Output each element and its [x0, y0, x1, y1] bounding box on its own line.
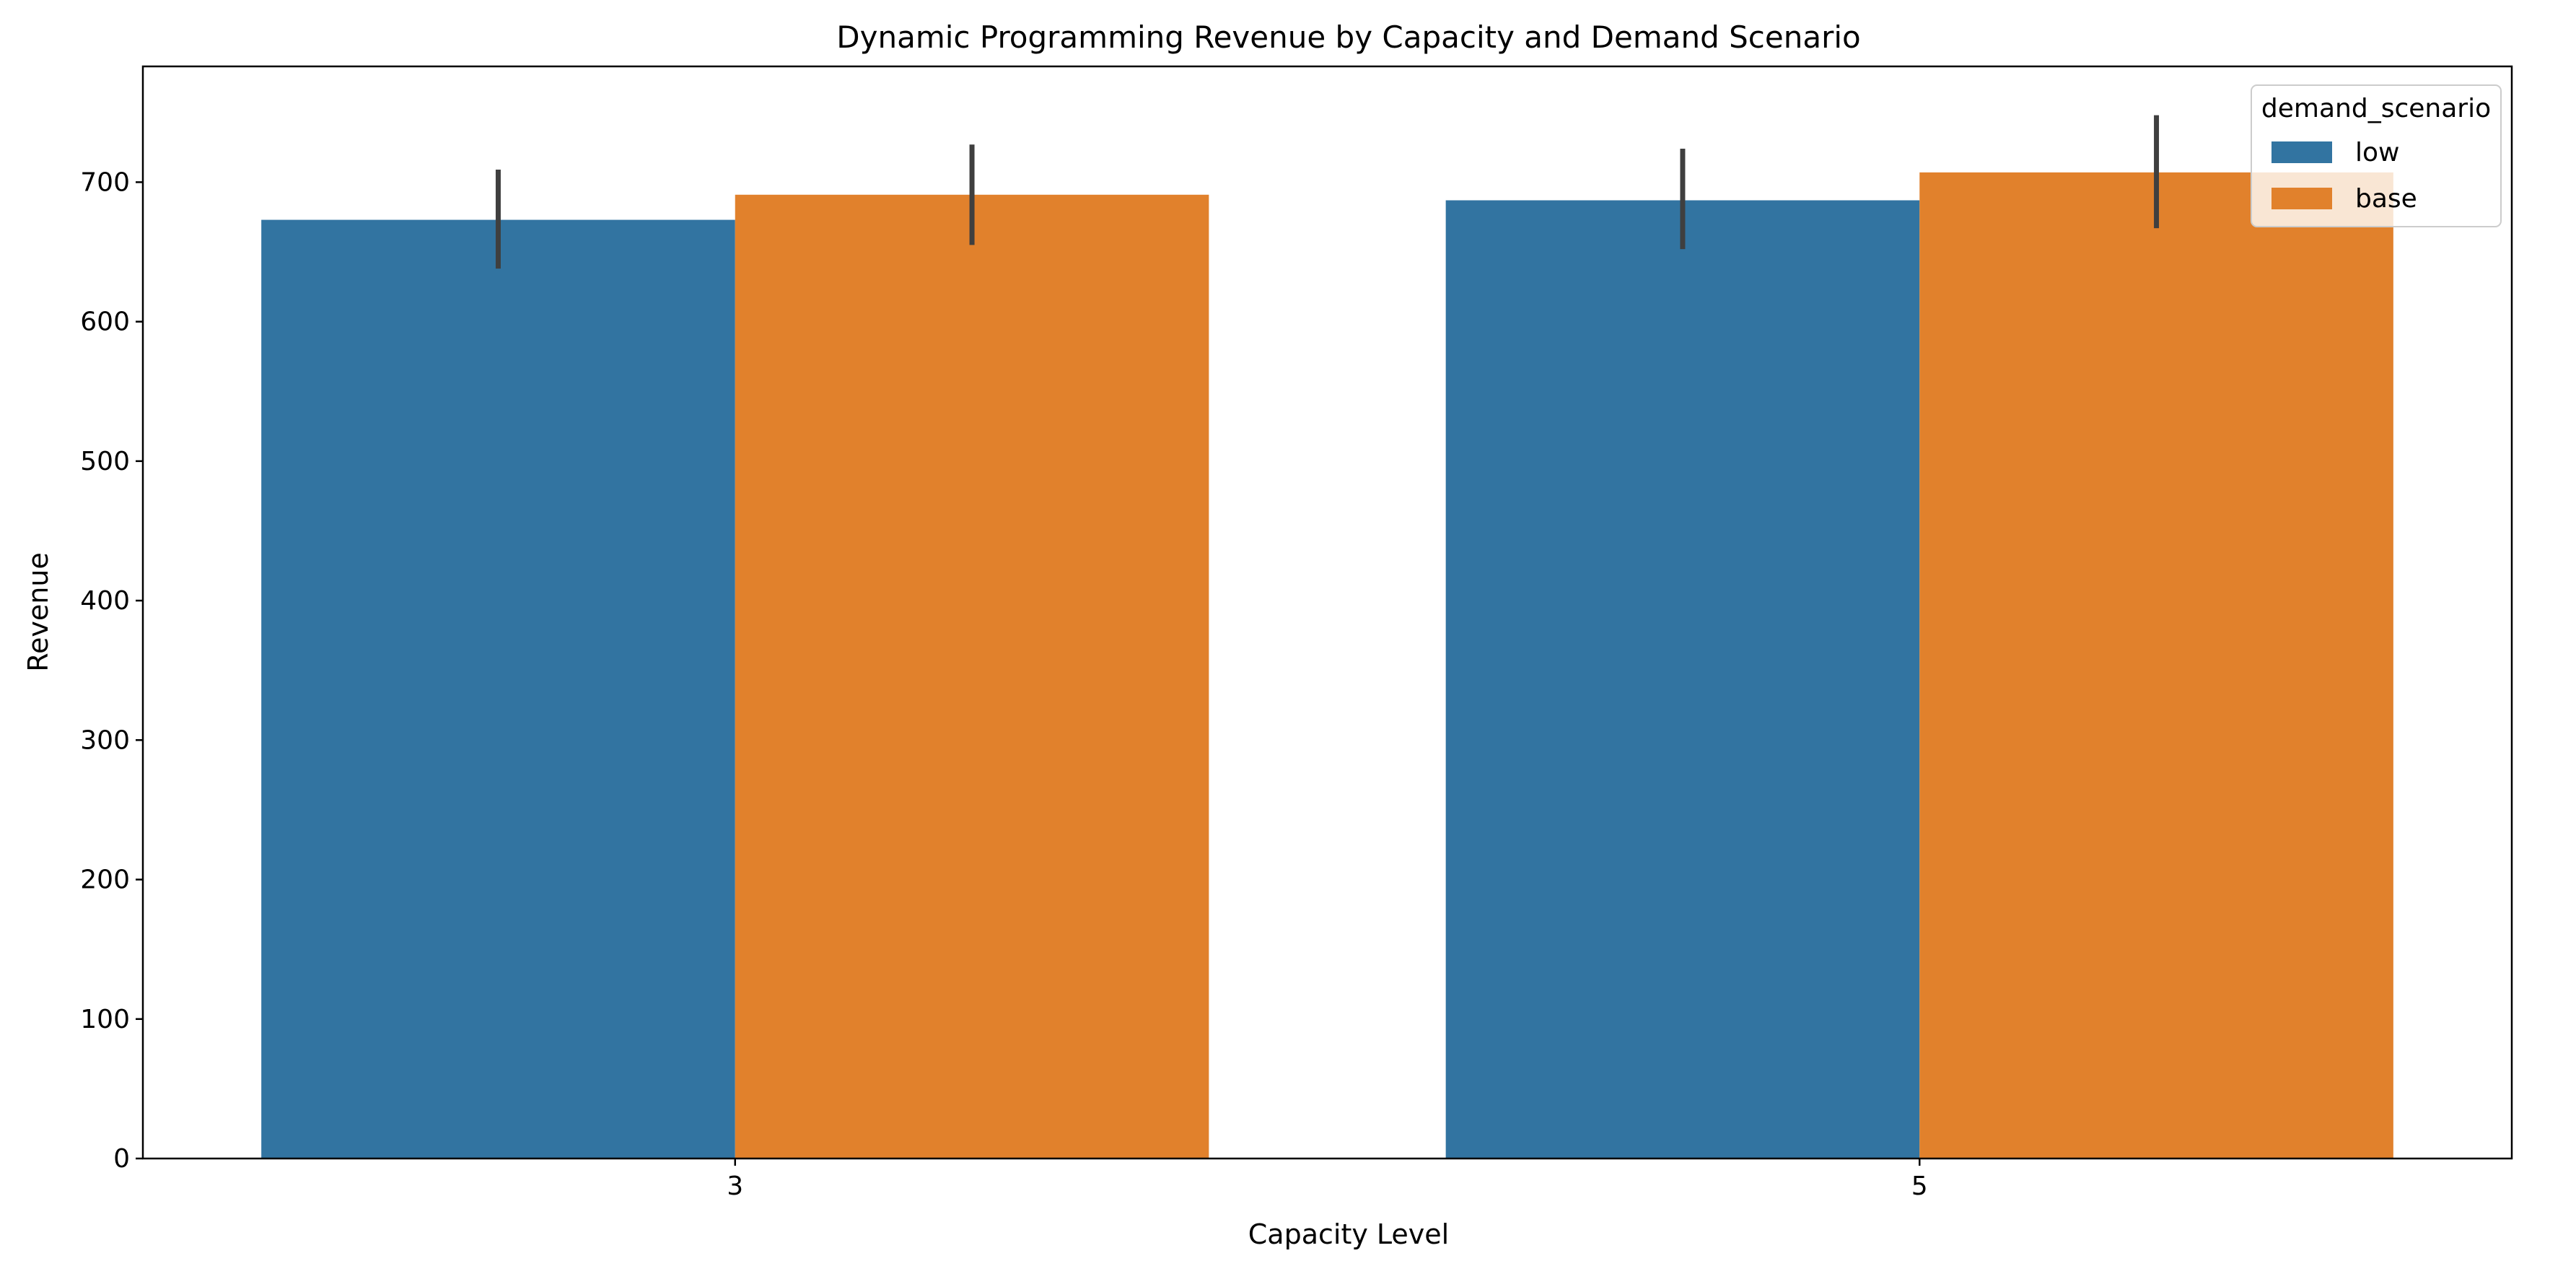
legend-items: low base: [2271, 138, 2417, 214]
errorbars-layer: [495, 115, 2160, 269]
bar-low-3: [261, 219, 735, 1159]
y-tick-label-400: 400: [80, 586, 130, 616]
legend-label-base: base: [2355, 184, 2417, 214]
bar-low-5: [1445, 200, 1920, 1159]
x-axis-label: Capacity Level: [1248, 1218, 1449, 1250]
legend-title: demand_scenario: [2261, 94, 2491, 123]
plot-frame: [141, 65, 2513, 1160]
y-tick-label-300: 300: [80, 725, 130, 755]
y-tick-label-500: 500: [80, 447, 130, 476]
x-tick-label-5: 5: [1911, 1172, 1928, 1201]
legend-swatch-base: [2271, 188, 2332, 209]
y-tick-label-700: 700: [80, 167, 130, 197]
y-tick-label-200: 200: [80, 865, 130, 895]
y-axis: 0 100 200 300 400 500 600 700: [80, 167, 143, 1174]
bar-base-3: [735, 194, 1209, 1159]
legend-swatch-low: [2271, 141, 2332, 163]
y-tick-label-600: 600: [80, 307, 130, 337]
y-tick-label-100: 100: [80, 1005, 130, 1034]
chart-title: Dynamic Programming Revenue by Capacity …: [836, 19, 1860, 55]
legend-label-low: low: [2355, 138, 2399, 167]
bar-base-5: [1919, 172, 2393, 1159]
legend: demand_scenario low base: [2251, 84, 2502, 227]
y-axis-label: Revenue: [22, 552, 54, 672]
bars-layer: [261, 172, 2393, 1159]
x-tick-label-3: 3: [727, 1172, 743, 1201]
y-tick-label-0: 0: [113, 1144, 130, 1174]
